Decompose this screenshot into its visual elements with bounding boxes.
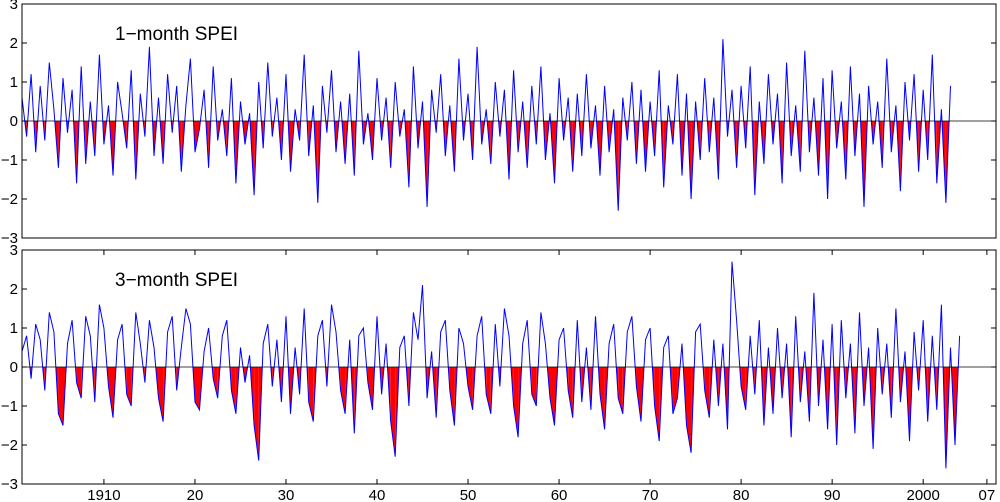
negative-area: [636, 367, 641, 422]
y-tick-label: −1: [1, 398, 18, 415]
negative-area: [449, 367, 455, 426]
series-line-group: [21, 261, 961, 469]
negative-area: [213, 367, 218, 399]
negative-area: [550, 367, 555, 426]
x-tick-label: 40: [369, 487, 386, 502]
x-tick-label: 2000: [906, 487, 939, 502]
negative-area: [513, 367, 519, 438]
x-tick-label: 60: [551, 487, 568, 502]
negative-area: [231, 367, 236, 414]
y-tick-label: −3: [1, 230, 18, 247]
spei-series-line: [21, 39, 951, 211]
y-tick-label: 1: [10, 74, 18, 91]
negative-area: [158, 367, 164, 422]
negative-area: [195, 367, 200, 410]
negative-area: [486, 367, 491, 414]
x-tick-label: 50: [460, 487, 477, 502]
negative-area: [58, 367, 63, 426]
negative-area: [468, 367, 473, 410]
negative-area: [308, 367, 314, 422]
negative-area: [704, 367, 710, 418]
y-tick-label: 2: [10, 281, 18, 298]
x-tick-label: 90: [824, 487, 841, 502]
y-tick-group: −3 −2 −1 0 1 2 3: [1, 242, 996, 493]
y-tick-label: 0: [10, 359, 18, 376]
y-tick-label: 3: [10, 0, 18, 13]
x-tick-label: 20: [187, 487, 204, 502]
y-tick-label: 2: [10, 35, 18, 52]
negative-area: [76, 367, 82, 399]
y-tick-group: −3 −2 −1 0 1 2 3: [1, 0, 996, 247]
chart-title: 1−month SPEI: [115, 24, 238, 45]
y-tick-label: −3: [1, 476, 18, 493]
x-tick-label: 30: [278, 487, 295, 502]
x-tick-label: 80: [733, 487, 750, 502]
x-tick-label: 07: [979, 487, 996, 502]
y-tick-label: 3: [10, 242, 18, 259]
y-tick-label: −1: [1, 152, 18, 169]
x-tick-group: 1910 20 30 40 50 60 70 80 90 2000 07: [87, 250, 995, 502]
x-tick-label: 1910: [87, 487, 120, 502]
x-tick-label: 70: [642, 487, 659, 502]
y-tick-label: −2: [1, 437, 18, 454]
spei-series-line: [21, 261, 961, 469]
negative-area: [568, 367, 573, 418]
y-tick-label: 1: [10, 320, 18, 337]
negative-area: [254, 367, 259, 461]
negative-area: [340, 367, 346, 414]
series-line-group: [21, 39, 951, 211]
y-tick-label: −2: [1, 191, 18, 208]
negative-area: [600, 367, 605, 430]
chart-title: 3−month SPEI: [115, 270, 238, 291]
negative-area: [26, 121, 28, 137]
negative-area: [741, 367, 746, 410]
y-tick-label: 0: [10, 113, 18, 130]
panel-3-month-spei: −3 −2 −1 0 1 2 3 1910 20 30 40 50 60 70 80 90 2000 07 3−…: [1, 242, 997, 502]
negative-area: [654, 367, 660, 442]
panel-1-month-spei: −3 −2 −1 0 1 2 3 1−month SPEI: [1, 0, 997, 247]
negative-area: [390, 367, 396, 457]
negative-area: [367, 367, 373, 410]
negative-area: [108, 367, 113, 418]
negative-area: [618, 367, 623, 414]
negative-fill-group: [29, 367, 959, 469]
